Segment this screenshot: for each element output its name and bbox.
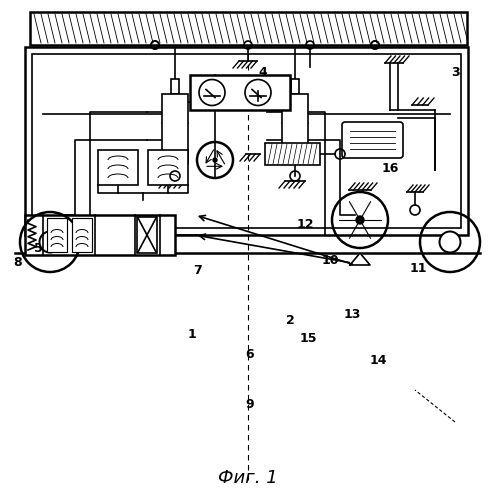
Bar [98, 150, 138, 185]
Text: 16: 16 [381, 162, 398, 174]
Text: 13: 13 [344, 308, 361, 322]
Text: 5: 5 [34, 242, 43, 254]
Circle shape [213, 158, 217, 162]
Text: 15: 15 [299, 332, 317, 344]
Bar [25, 47, 468, 235]
Bar [148, 150, 188, 185]
Text: 6: 6 [246, 348, 254, 362]
Text: 14: 14 [369, 354, 387, 366]
Text: 12: 12 [296, 218, 314, 232]
FancyBboxPatch shape [342, 122, 403, 158]
Bar [190, 75, 290, 110]
Text: 10: 10 [321, 254, 339, 266]
Bar [265, 143, 320, 165]
Bar [25, 215, 175, 255]
Text: 4: 4 [258, 66, 267, 78]
Text: 2: 2 [286, 314, 295, 326]
Bar [30, 12, 467, 45]
Text: 7: 7 [194, 264, 202, 276]
Bar [171, 79, 179, 94]
Text: 3: 3 [450, 66, 459, 78]
Text: 9: 9 [246, 398, 254, 411]
Bar [47, 218, 67, 252]
Bar [137, 217, 157, 253]
Circle shape [356, 216, 364, 224]
Bar [72, 218, 92, 252]
Bar [291, 79, 299, 94]
Circle shape [440, 232, 460, 252]
Polygon shape [350, 253, 370, 265]
Bar [162, 94, 188, 164]
Text: 11: 11 [409, 262, 427, 274]
Text: 8: 8 [14, 256, 22, 268]
Circle shape [40, 232, 60, 252]
Bar [32, 54, 461, 228]
Text: Фиг. 1: Фиг. 1 [218, 469, 278, 487]
Text: 1: 1 [188, 328, 197, 342]
Bar [282, 94, 308, 164]
